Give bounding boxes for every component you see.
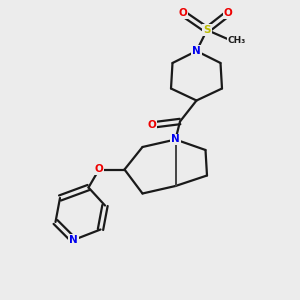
Text: O: O <box>148 119 157 130</box>
Text: N: N <box>171 134 180 145</box>
Text: S: S <box>203 25 211 35</box>
Text: N: N <box>192 46 201 56</box>
Text: O: O <box>224 8 232 19</box>
Text: O: O <box>94 164 103 175</box>
Text: O: O <box>178 8 188 19</box>
Text: CH₃: CH₃ <box>227 36 245 45</box>
Text: N: N <box>69 235 78 245</box>
